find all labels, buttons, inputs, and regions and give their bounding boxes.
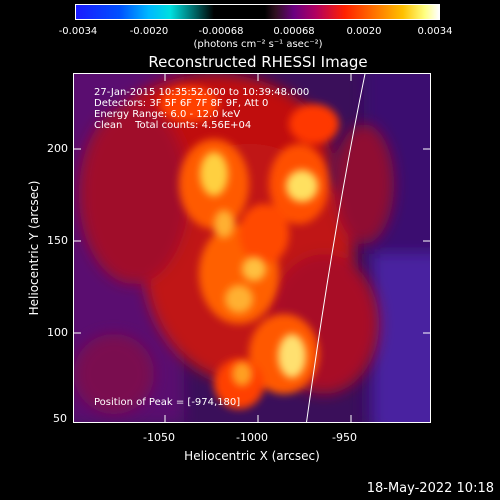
colorbar-tick-label: -0.0020 [129, 26, 169, 37]
plot-area [73, 73, 431, 423]
time-range-text: 27-Jan-2015 10:35:52.000 to 10:39:48.000 [94, 87, 310, 98]
footer-timestamp: 18-May-2022 10:18 [366, 481, 494, 496]
solar-limb-line [306, 74, 366, 422]
colorbar-tick-label: 0.00068 [273, 26, 315, 37]
energy-range-text: Energy Range: 6.0 - 12.0 keV [94, 109, 241, 120]
page-title: Reconstructed RHESSI Image [148, 53, 368, 71]
x-tick-label: -950 [332, 431, 357, 444]
colorbar-tick-label: 0.0034 [417, 26, 453, 37]
peak-position-text: Position of Peak = [-974,180] [94, 397, 241, 408]
y-tick-label: 200 [47, 142, 68, 155]
x-tick-label: -1000 [236, 431, 268, 444]
colorbar-tick-label: 0.0020 [346, 26, 382, 37]
rhessi-image [74, 74, 430, 422]
clean-counts-text: Clean Total counts: 4.56E+04 [94, 120, 252, 131]
emission-hot [200, 152, 318, 386]
x-tick-label: -1050 [143, 431, 175, 444]
y-tick-label: 150 [47, 234, 68, 247]
detectors-text: Detectors: 3F 5F 6F 7F 8F 9F, Att 0 [94, 98, 269, 109]
y-tick-label: 50 [53, 412, 67, 425]
colorbar [75, 4, 440, 20]
colorbar-tick-label: -0.0034 [58, 26, 98, 37]
x-axis-title: Heliocentric X (arcsec) [184, 449, 320, 463]
colorbar-tick-label: -0.00068 [198, 26, 244, 37]
colorbar-unit-label: (photons cm⁻² s⁻¹ asec⁻²) [193, 39, 323, 50]
y-axis-title: Heliocentric Y (arcsec) [27, 180, 41, 316]
y-tick-label: 100 [47, 326, 68, 339]
